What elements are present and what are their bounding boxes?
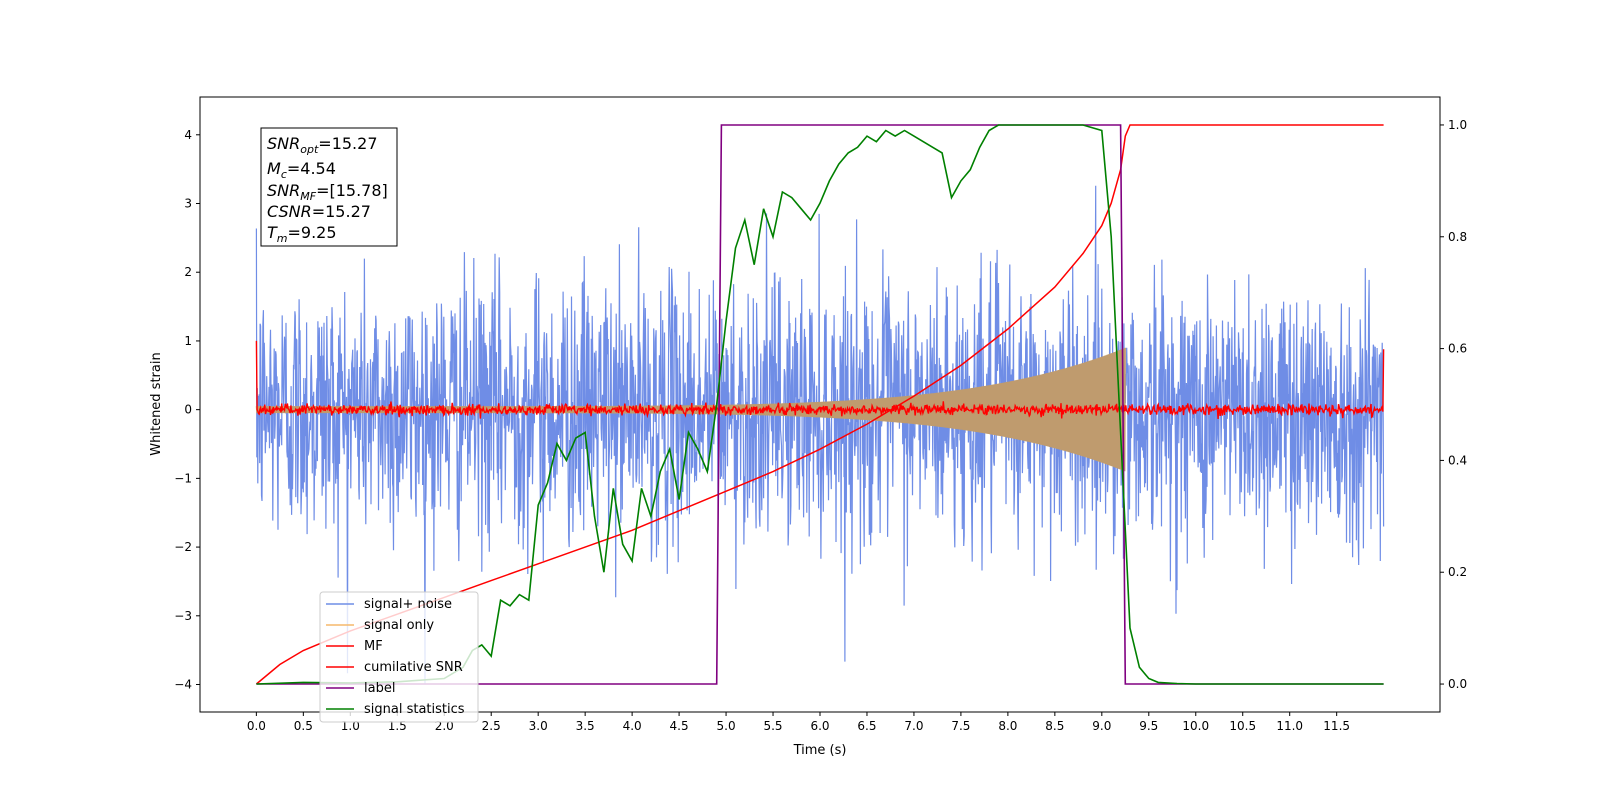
y-tick-label: 4	[184, 128, 192, 142]
x-tick-label: 6.0	[810, 719, 829, 733]
x-tick-label: 5.5	[763, 719, 782, 733]
x-tick-label: 8.5	[1045, 719, 1064, 733]
x-tick-label: 10.5	[1229, 719, 1256, 733]
x-tick-label: 7.0	[904, 719, 923, 733]
legend-label: MF	[364, 639, 383, 654]
y-tick-label: −4	[174, 678, 192, 692]
y-tick-label: −2	[174, 540, 192, 554]
legend-label: cumilative SNR	[364, 660, 463, 675]
x-tick-label: 5.0	[717, 719, 736, 733]
series-signal-only	[255, 347, 1126, 472]
y-tick-label: 0	[184, 403, 192, 417]
x-tick-label: 9.0	[1092, 719, 1111, 733]
y2-axis: 1.0 0.8 0.6 0.4 0.2 0.0	[1440, 118, 1467, 691]
x-tick-label: 2.5	[482, 719, 501, 733]
x-axis-label: Time (s)	[793, 743, 847, 758]
y2-tick-label: 0.8	[1448, 230, 1467, 244]
legend-label: label	[364, 681, 395, 696]
legend: signal+ noise signal only MF cumilative SNR…	[319, 591, 479, 723]
x-tick-label: 11.0	[1276, 719, 1303, 733]
annotation-box: SNRopt=15.27 Mc=4.54 SNRMF=[15.78] CSNR=…	[260, 127, 398, 247]
x-tick-label: 6.5	[857, 719, 876, 733]
x-tick-label: 3.5	[576, 719, 595, 733]
x-tick-label: 3.0	[529, 719, 548, 733]
series-mf	[255, 340, 1385, 420]
x-tick-label: 7.5	[951, 719, 970, 733]
series-label	[256, 124, 1384, 685]
y2-tick-label: 0.2	[1448, 565, 1467, 579]
x-tick-label: 4.5	[670, 719, 689, 733]
y-tick-label: 3	[184, 197, 192, 211]
annotation-frame	[260, 127, 398, 247]
y2-tick-label: 1.0	[1448, 118, 1467, 132]
y-tick-label: −1	[174, 471, 192, 485]
annotation-csnr: CSNR=15.27	[267, 202, 371, 221]
legend-frame	[319, 591, 479, 723]
y-axis: 4 3 2 1 0 −1 −2 −3 −4	[174, 128, 200, 692]
series-signal-statistics	[256, 124, 1384, 685]
y-axis-label: Whitened strain	[149, 352, 164, 455]
y2-tick-label: 0.4	[1448, 453, 1467, 467]
annotation-snr-opt: SNRopt=15.27	[267, 134, 378, 156]
legend-label: signal+ noise	[364, 597, 452, 612]
x-tick-label: 10.0	[1182, 719, 1209, 733]
legend-label: signal statistics	[364, 702, 465, 717]
x-tick-label: 0.5	[294, 719, 313, 733]
annotation-tm: Tm=9.25	[267, 223, 337, 245]
y2-tick-label: 0.0	[1448, 677, 1467, 691]
x-tick-label: 8.0	[998, 719, 1017, 733]
x-tick-label: 11.5	[1323, 719, 1350, 733]
annotation-snr-mf: SNRMF=[15.78]	[267, 181, 388, 203]
series-signal-noise	[255, 185, 1385, 684]
x-tick-label: 9.5	[1139, 719, 1158, 733]
x-tick-label: 4.0	[623, 719, 642, 733]
y-tick-label: −3	[174, 609, 192, 623]
y2-tick-label: 0.6	[1448, 342, 1467, 356]
y-tick-label: 2	[184, 265, 192, 279]
legend-label: signal only	[364, 618, 434, 633]
annotation-mc: Mc=4.54	[267, 159, 336, 181]
x-tick-label: 0.0	[247, 719, 266, 733]
y-tick-label: 1	[184, 334, 192, 348]
